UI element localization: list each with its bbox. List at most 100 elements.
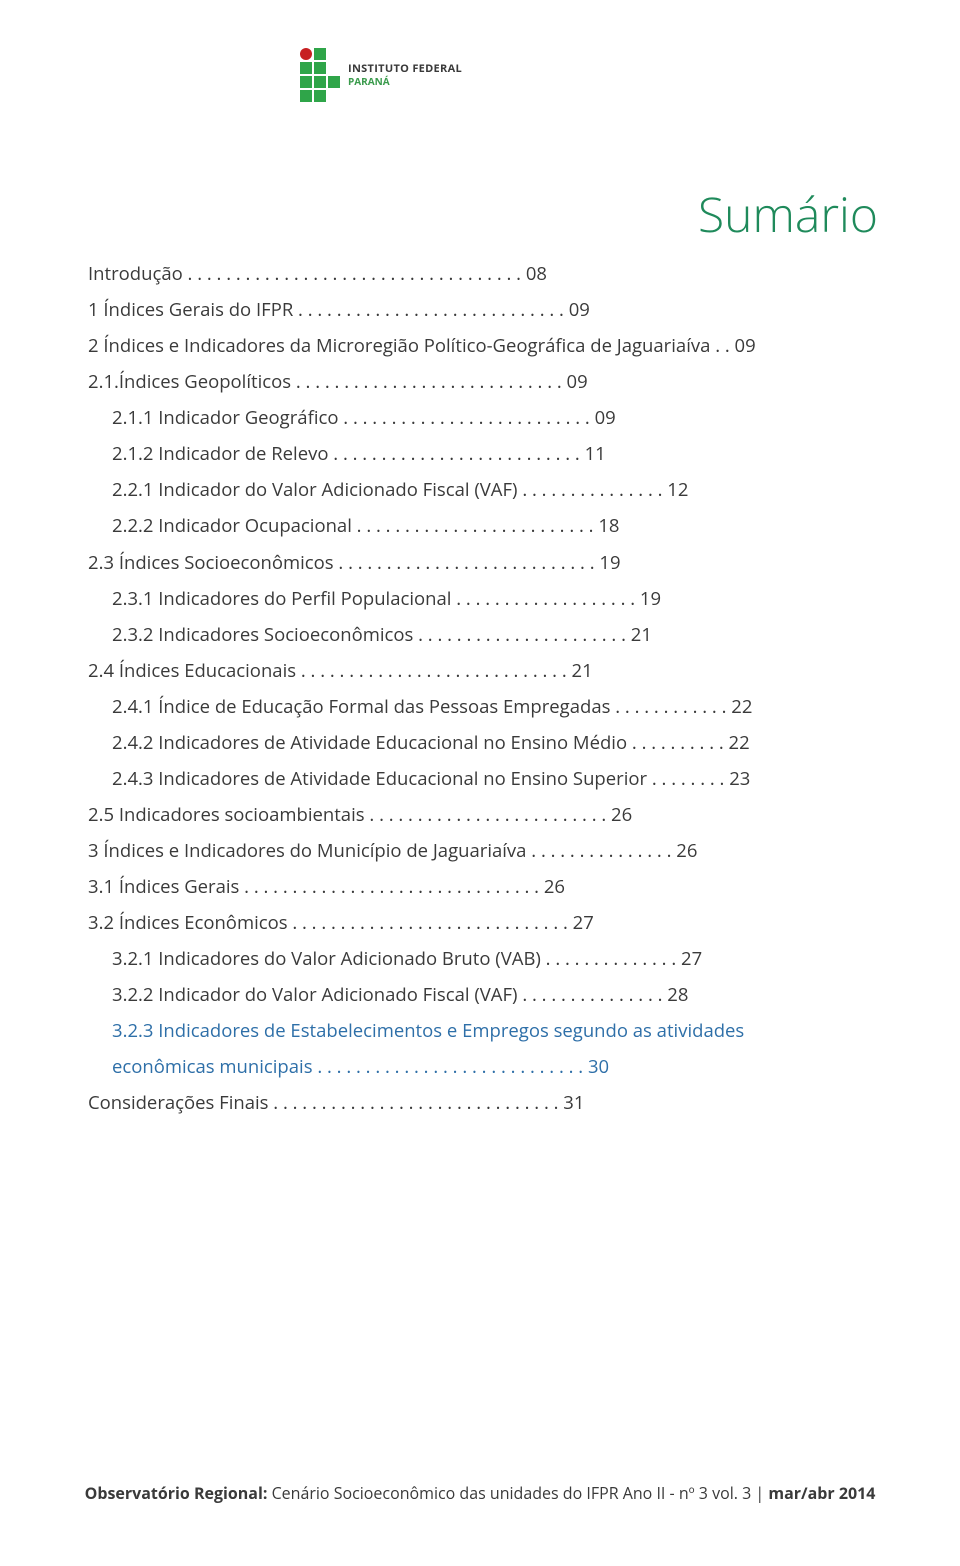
logo-dot — [314, 90, 326, 102]
toc-page-number: 09 — [564, 297, 590, 322]
toc-page-number: 18 — [594, 513, 620, 538]
logo-dot — [314, 62, 326, 74]
toc-leader: . . . . . . . . . . . . . . . . . . . . … — [413, 622, 626, 647]
toc-leader: . . — [710, 333, 729, 358]
toc-entry-text: Introdução — [88, 261, 183, 286]
toc-page-number: 19 — [595, 550, 621, 575]
toc-page-number: 21 — [567, 658, 593, 683]
toc-leader: . . . . . . . . . . . . . . — [541, 946, 676, 971]
toc-page-number: 26 — [606, 802, 632, 827]
toc-leader: . . . . . . . . — [647, 766, 724, 791]
toc-entry-text: 2.2.1 Indicador do Valor Adicionado Fisc… — [112, 477, 518, 502]
toc-leader: . . . . . . . . . . . . . . . — [518, 477, 663, 502]
toc-entry-text: 2.3.1 Indicadores do Perfil Populacional — [112, 586, 451, 611]
toc-line: 2.2.1 Indicador do Valor Adicionado Fisc… — [88, 472, 878, 508]
toc-line: econômicas municipais . . . . . . . . . … — [88, 1049, 878, 1085]
toc-entry-text: 2.3 Índices Socioeconômicos — [88, 550, 334, 575]
toc-leader: . . . . . . . . . . . . . . . . . . . . … — [334, 550, 595, 575]
toc-line: 2.4.1 Índice de Educação Formal das Pess… — [88, 689, 878, 725]
toc-line: Introdução . . . . . . . . . . . . . . .… — [88, 256, 878, 292]
toc-leader: . . . . . . . . . . . . — [610, 694, 726, 719]
logo-dot — [328, 62, 340, 74]
toc-entry-text: 2.4.1 Índice de Educação Formal das Pess… — [112, 694, 610, 719]
logo-dot — [314, 48, 326, 60]
toc-leader: . . . . . . . . . . . . . . . — [518, 982, 663, 1007]
toc-entry-text: 2 Índices e Indicadores da Microregião P… — [88, 333, 710, 358]
toc-leader: . . . . . . . . . . . . . . . . . . . . … — [183, 261, 521, 286]
toc-page-number: 28 — [663, 982, 689, 1007]
logo-dot — [328, 48, 340, 60]
toc-entry-text: 1 Índices Gerais do IFPR — [88, 297, 293, 322]
toc-page-number: 09 — [562, 369, 588, 394]
toc-entry-text: 3.2.3 Indicadores de Estabelecimentos e … — [112, 1018, 744, 1043]
toc-line: 3.2.2 Indicador do Valor Adicionado Fisc… — [88, 977, 878, 1013]
toc-page-number: 22 — [726, 694, 752, 719]
toc-leader: . . . . . . . . . . . . . . . . . . . . … — [269, 1090, 559, 1115]
toc-page-number: 09 — [730, 333, 756, 358]
toc-page-number: 22 — [724, 730, 750, 755]
toc-line: 2.2.2 Indicador Ocupacional . . . . . . … — [88, 508, 878, 544]
toc-leader: . . . . . . . . . . . . . . . . . . . . … — [296, 658, 567, 683]
table-of-contents: Introdução . . . . . . . . . . . . . . .… — [88, 256, 878, 1122]
toc-entry-text: 2.2.2 Indicador Ocupacional — [112, 513, 352, 538]
toc-page-number: 11 — [580, 441, 606, 466]
logo-dot — [300, 90, 312, 102]
toc-leader: . . . . . . . . . . . . . . . . . . . . … — [365, 802, 607, 827]
footer-bold: Observatório Regional: — [85, 1482, 268, 1504]
toc-leader: . . . . . . . . . . . . . . . . . . . . … — [288, 910, 568, 935]
logo-dot — [314, 76, 326, 88]
toc-entry-text: 3.1 Índices Gerais — [88, 874, 239, 899]
toc-entry-text: Considerações Finais — [88, 1090, 269, 1115]
toc-leader: . . . . . . . . . . . . . . . . . . . — [451, 586, 635, 611]
logo-dot — [300, 48, 312, 60]
toc-page-number: 26 — [539, 874, 565, 899]
toc-line: 2 Índices e Indicadores da Microregião P… — [88, 328, 878, 364]
toc-leader: . . . . . . . . . . . . . . . . . . . . … — [291, 369, 562, 394]
footer: Observatório Regional: Cenário Socioecon… — [0, 1482, 960, 1504]
toc-line: 2.1.Índices Geopolíticos . . . . . . . .… — [88, 364, 878, 400]
logo-mark-icon — [300, 48, 340, 102]
toc-leader: . . . . . . . . . . . . . . . . . . . . … — [239, 874, 539, 899]
toc-line: Considerações Finais . . . . . . . . . .… — [88, 1085, 878, 1121]
toc-line: 3.2.1 Indicadores do Valor Adicionado Br… — [88, 941, 878, 977]
toc-entry-text: 3.2.2 Indicador do Valor Adicionado Fisc… — [112, 982, 518, 1007]
toc-entry-text: 3.2 Índices Econômicos — [88, 910, 288, 935]
footer-period: mar/abr 2014 — [768, 1482, 875, 1504]
toc-leader: . . . . . . . . . . . . . . . . . . . . … — [352, 513, 594, 538]
toc-page-number: 23 — [724, 766, 750, 791]
toc-entry-text: 2.1.2 Indicador de Relevo — [112, 441, 328, 466]
toc-leader: . . . . . . . . . . — [627, 730, 724, 755]
toc-page-number: 08 — [521, 261, 547, 286]
toc-line: 3.2.3 Indicadores de Estabelecimentos e … — [88, 1013, 878, 1049]
toc-line: 3.2 Índices Econômicos . . . . . . . . .… — [88, 905, 878, 941]
toc-entry-text: 2.4 Índices Educacionais — [88, 658, 296, 683]
toc-line: 2.4.3 Indicadores de Atividade Educacion… — [88, 761, 878, 797]
toc-line: 2.3.1 Indicadores do Perfil Populacional… — [88, 581, 878, 617]
toc-leader: . . . . . . . . . . . . . . . — [526, 838, 671, 863]
toc-line: 2.1.2 Indicador de Relevo . . . . . . . … — [88, 436, 878, 472]
page-title: Sumário — [698, 182, 878, 247]
logo-text: INSTITUTO FEDERAL PARANÁ — [348, 63, 462, 87]
header-logo: INSTITUTO FEDERAL PARANÁ — [300, 48, 462, 102]
toc-entry-text: 2.1.1 Indicador Geográfico — [112, 405, 338, 430]
toc-leader: . . . . . . . . . . . . . . . . . . . . … — [328, 441, 579, 466]
toc-line: 3.1 Índices Gerais . . . . . . . . . . .… — [88, 869, 878, 905]
toc-page-number: 30 — [583, 1054, 609, 1079]
toc-page-number: 21 — [626, 622, 652, 647]
toc-line: 2.4 Índices Educacionais . . . . . . . .… — [88, 653, 878, 689]
toc-page-number: 27 — [568, 910, 594, 935]
toc-entry-text: 2.3.2 Indicadores Socioeconômicos — [112, 622, 413, 647]
toc-line: 2.1.1 Indicador Geográfico . . . . . . .… — [88, 400, 878, 436]
toc-page-number: 26 — [671, 838, 697, 863]
toc-entry-text: 2.4.2 Indicadores de Atividade Educacion… — [112, 730, 627, 755]
toc-page-number: 27 — [676, 946, 702, 971]
toc-line: 2.5 Indicadores socioambientais . . . . … — [88, 797, 878, 833]
toc-entry-text: 2.1.Índices Geopolíticos — [88, 369, 291, 394]
toc-page-number: 19 — [635, 586, 661, 611]
toc-line: 2.3.2 Indicadores Socioeconômicos . . . … — [88, 617, 878, 653]
toc-entry-text: 2.5 Indicadores socioambientais — [88, 802, 365, 827]
footer-rest: Cenário Socioeconômico das unidades do I… — [267, 1482, 768, 1504]
toc-entry-text: 3 Índices e Indicadores do Município de … — [88, 838, 526, 863]
toc-line: 2.3 Índices Socioeconômicos . . . . . . … — [88, 545, 878, 581]
toc-line: 3 Índices e Indicadores do Município de … — [88, 833, 878, 869]
